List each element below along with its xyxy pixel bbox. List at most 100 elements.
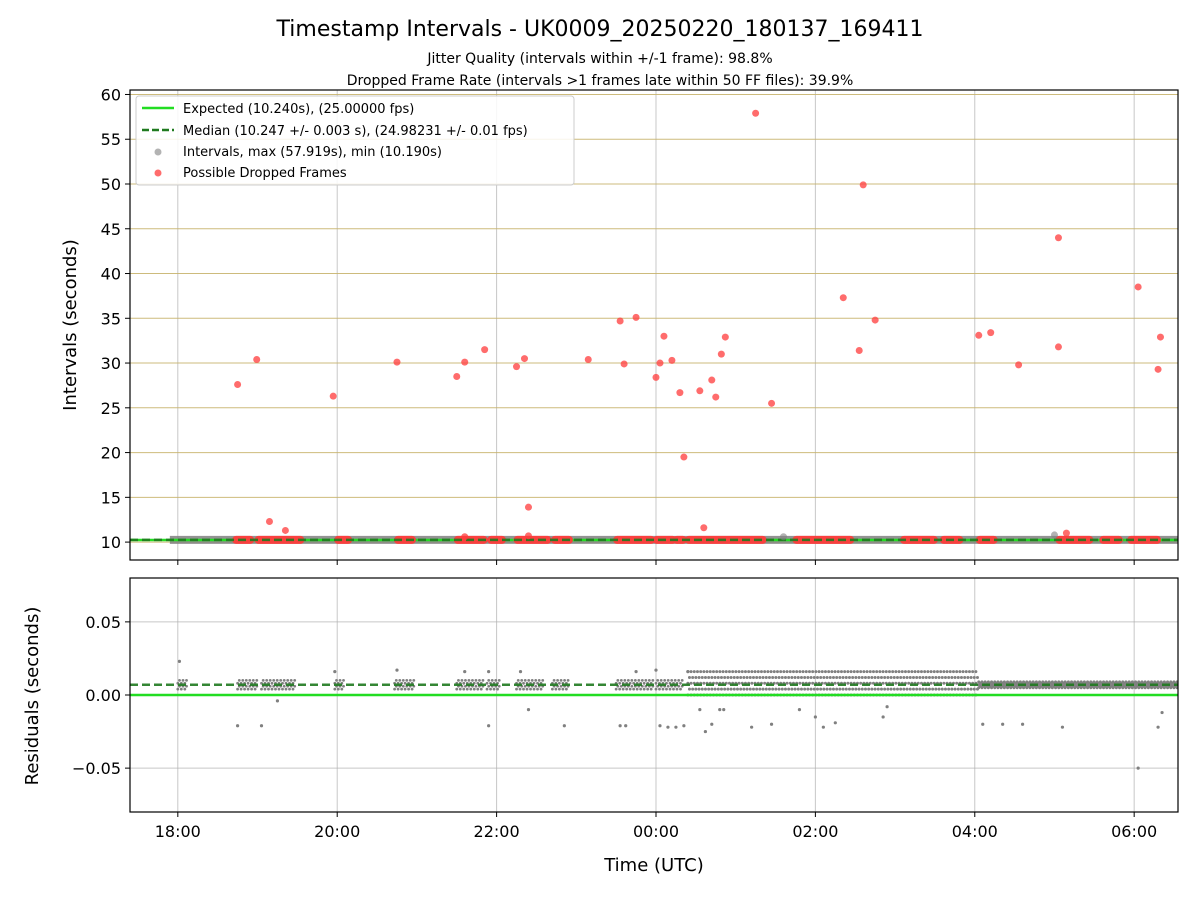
residual-point — [910, 670, 914, 674]
residual-point — [496, 687, 499, 691]
residual-point — [716, 687, 720, 691]
residual-point — [870, 675, 874, 679]
residual-point — [1038, 680, 1042, 684]
residual-point — [274, 687, 277, 691]
residual-point — [955, 670, 959, 674]
residual-point — [929, 670, 933, 674]
residual-point — [618, 681, 622, 685]
legend-median-label: Median (10.247 +/- 0.003 s), (24.98231 +… — [183, 124, 528, 139]
residual-point — [260, 687, 263, 691]
residual-point — [658, 687, 661, 691]
residual-point — [846, 681, 850, 685]
residual-point — [955, 681, 959, 685]
residual-point — [265, 678, 269, 682]
residual-point — [1041, 680, 1045, 684]
residual-point — [964, 670, 968, 674]
residual-point — [750, 670, 754, 674]
residual-point — [918, 687, 922, 691]
residual-point — [401, 684, 405, 688]
residual-point — [873, 675, 877, 679]
dropped-frame-point — [1134, 283, 1142, 291]
residual-point — [679, 687, 682, 691]
residual-point — [522, 681, 525, 685]
dropped-frame-point — [680, 453, 688, 461]
dropped-frame-point — [839, 294, 847, 302]
residual-point — [719, 675, 723, 679]
residual-point — [1086, 680, 1090, 684]
dropped-frame-point — [859, 181, 867, 189]
residual-point — [539, 687, 543, 691]
residual-point — [178, 678, 181, 682]
residual-point — [250, 687, 253, 691]
residual-point — [1073, 680, 1077, 684]
residual-point — [1047, 680, 1051, 684]
residual-outlier — [682, 724, 686, 728]
residual-point — [895, 687, 899, 691]
residual-point — [788, 670, 792, 674]
residual-point — [855, 670, 859, 674]
y-tick-label: 50 — [101, 175, 121, 194]
residual-point — [732, 687, 736, 691]
residual-point — [999, 680, 1003, 684]
residual-point — [843, 670, 847, 674]
dropped-frame-point — [520, 355, 528, 363]
residual-point — [953, 687, 957, 691]
residual-point — [647, 678, 651, 682]
residual-point — [806, 675, 810, 679]
residual-point — [1121, 680, 1125, 684]
residual-point — [267, 687, 270, 691]
residual-point — [905, 675, 909, 679]
residual-point — [772, 670, 776, 674]
y-tick-label: 40 — [101, 265, 121, 284]
residual-point — [863, 687, 867, 691]
residual-point — [401, 678, 405, 682]
residual-point — [879, 687, 883, 691]
residual-point — [875, 670, 879, 674]
residual-point — [633, 678, 637, 682]
residual-point — [1143, 680, 1147, 684]
residual-outlier — [1020, 722, 1025, 726]
residual-point — [729, 675, 733, 679]
residual-point — [727, 670, 731, 674]
residual-point — [777, 687, 781, 691]
residual-point — [889, 687, 893, 691]
residual-point — [557, 687, 561, 691]
residual-outlier — [821, 725, 825, 729]
residual-point — [487, 684, 491, 688]
residual-outlier — [1160, 710, 1164, 715]
residual-point — [742, 675, 746, 679]
residual-point — [1076, 680, 1080, 684]
residual-point — [272, 678, 276, 682]
x-tick-label: 18:00 — [155, 822, 201, 841]
residual-outlier — [710, 722, 714, 726]
residual-point — [1050, 680, 1054, 684]
residual-point — [1012, 680, 1016, 684]
residual-point — [785, 681, 789, 685]
residual-point — [785, 670, 789, 674]
residual-point — [616, 678, 620, 682]
residual-point — [747, 670, 751, 674]
residual-point — [761, 675, 765, 679]
residual-point — [342, 684, 345, 688]
residual-point — [932, 670, 936, 674]
residual-point — [947, 675, 951, 679]
residual-point — [522, 687, 525, 691]
residual-point — [270, 687, 274, 691]
residual-point — [476, 687, 480, 691]
residual-point — [412, 678, 416, 682]
residual-point — [763, 681, 767, 685]
residual-point — [718, 670, 722, 674]
residual-point — [1166, 680, 1170, 684]
residual-point — [779, 670, 783, 674]
residual-point — [838, 687, 842, 691]
residual-point — [878, 670, 882, 674]
residual-point — [710, 687, 714, 691]
plot-frame — [129, 89, 1179, 561]
y-tick-label: 45 — [101, 220, 121, 239]
residual-point — [974, 670, 978, 674]
residual-point — [862, 670, 866, 674]
residual-point — [487, 678, 491, 682]
residual-point — [1009, 680, 1013, 684]
residual-point — [679, 681, 682, 685]
residual-point — [1105, 680, 1109, 684]
